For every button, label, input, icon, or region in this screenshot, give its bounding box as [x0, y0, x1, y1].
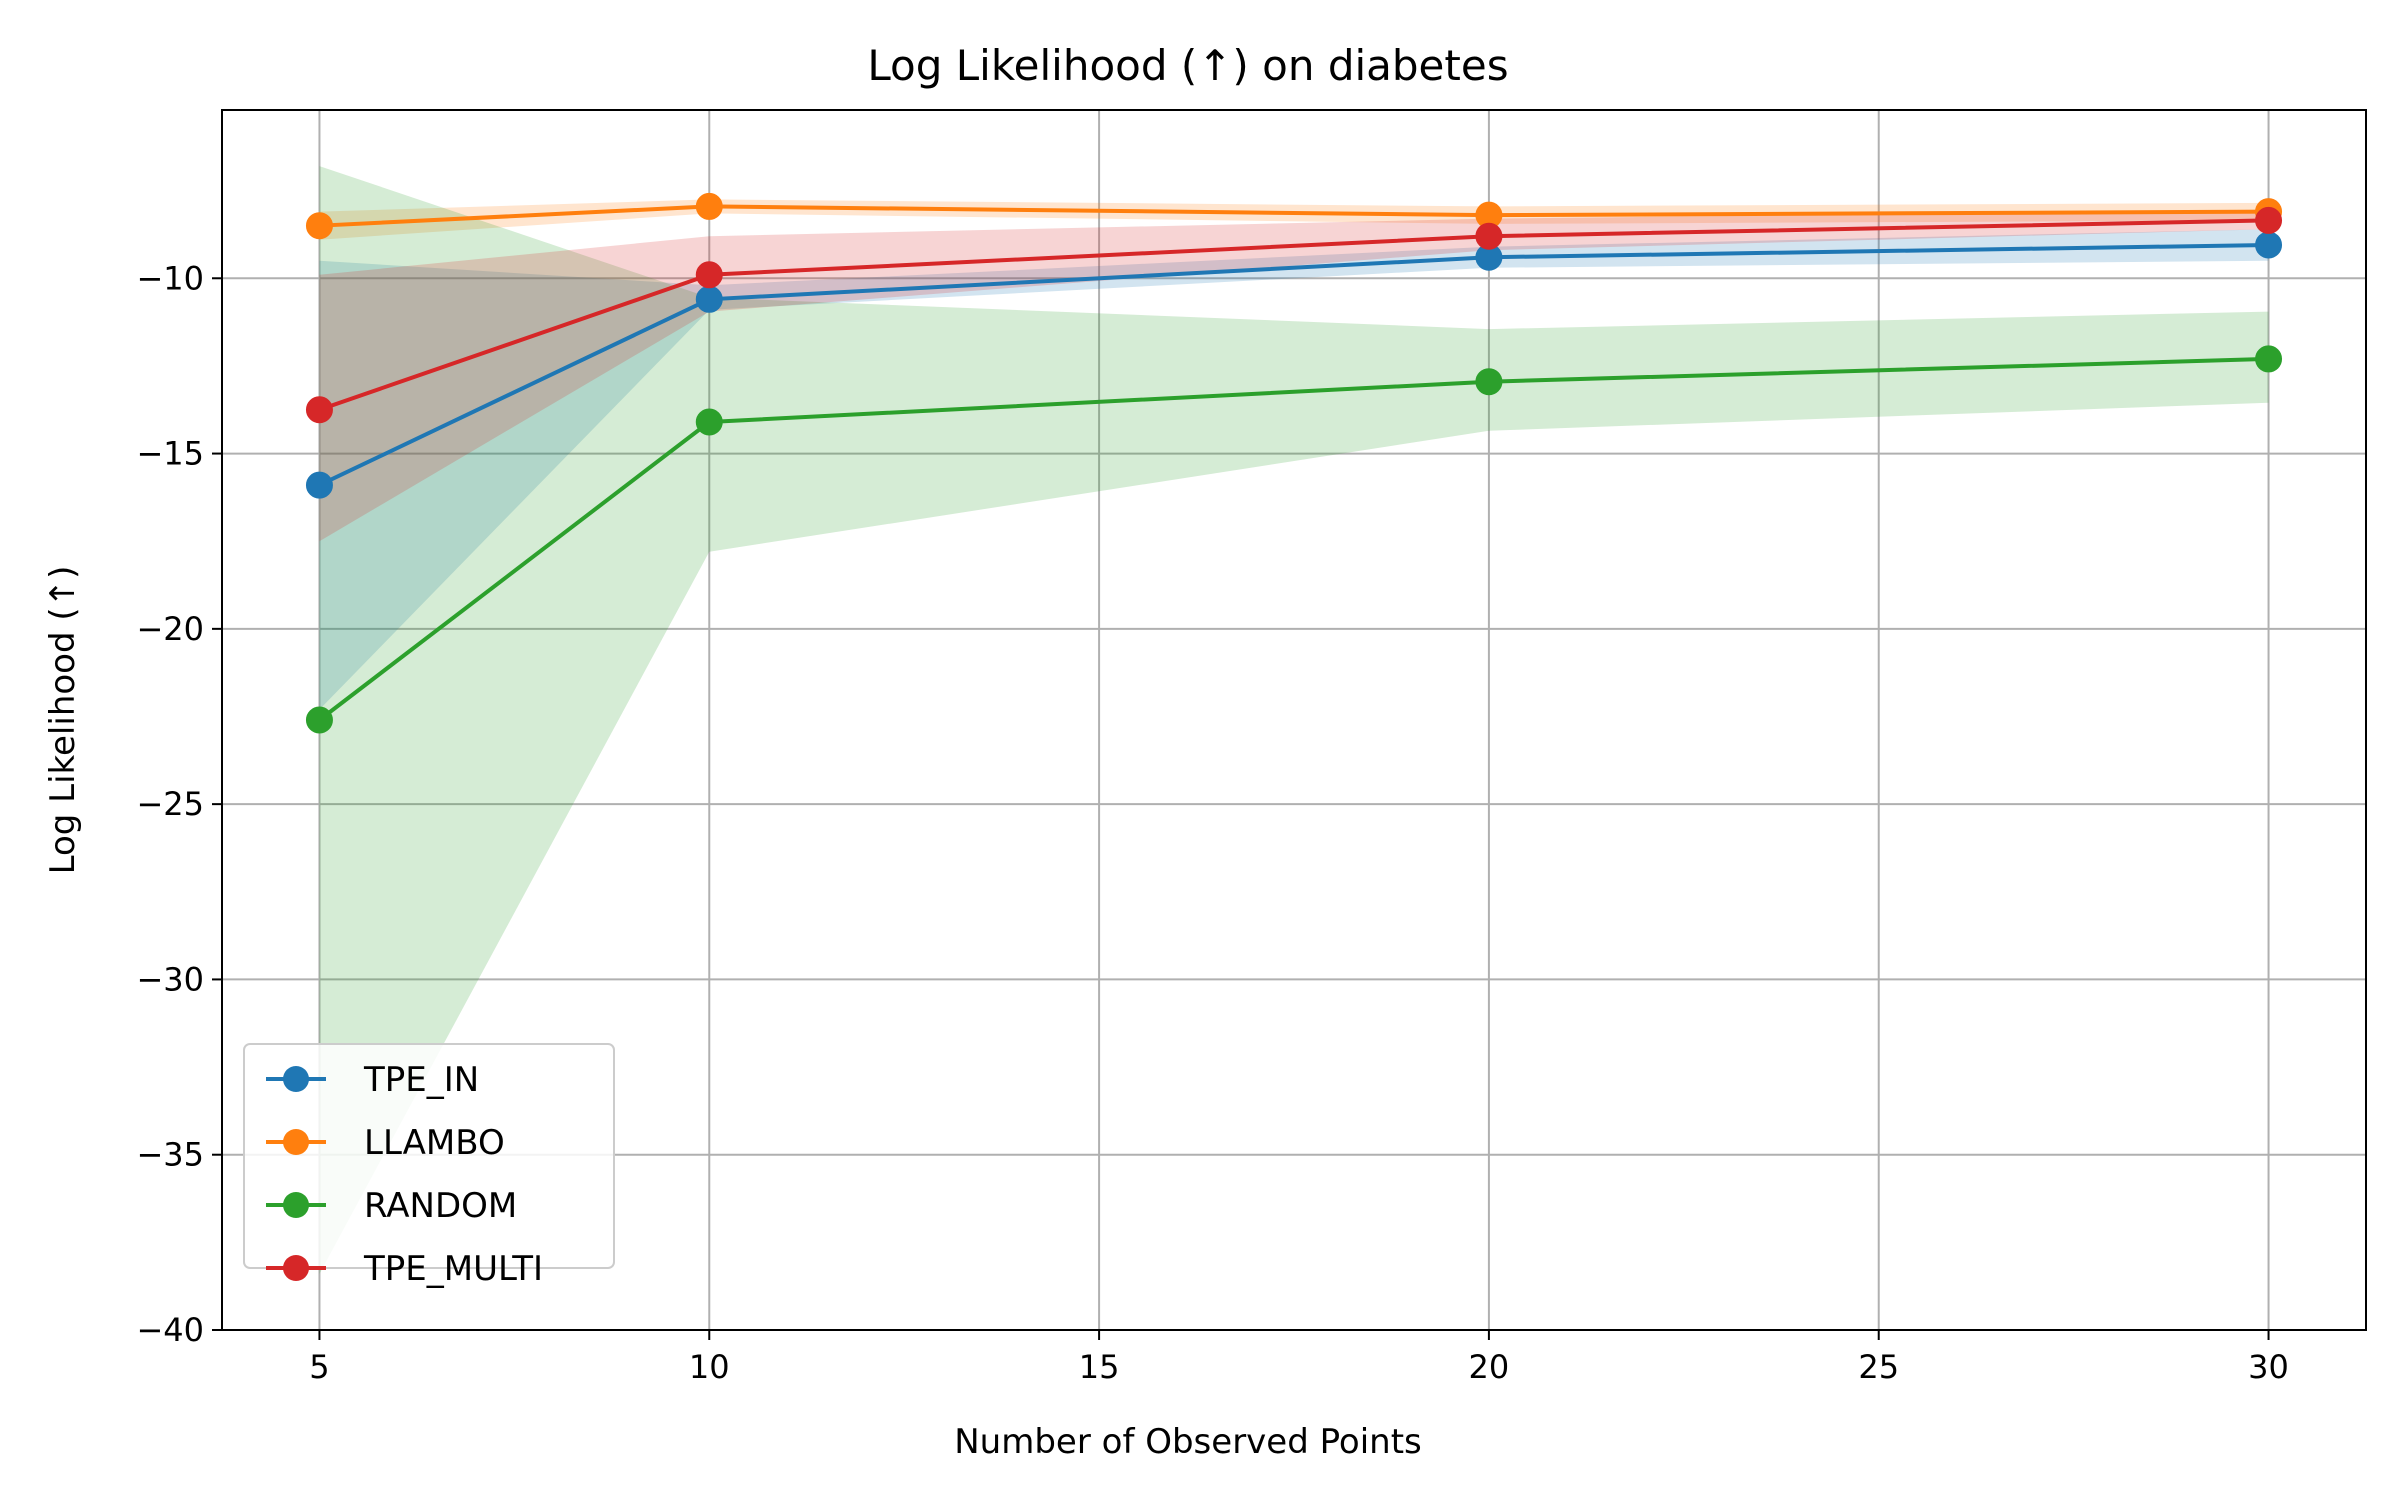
legend-label: TPE_IN [363, 1060, 479, 1100]
series-line-random [317, 356, 2271, 722]
legend-marker [283, 1192, 309, 1218]
y-axis-title: Log Likelihood (↑) [43, 566, 83, 875]
legend: TPE_IN LLAMBO RANDOM TPE_MULTI [243, 1043, 615, 1289]
series-line-tpe-in [317, 242, 2271, 488]
x-tick-label: 20 [1469, 1348, 1510, 1386]
legend-item-tpe-in: TPE_IN [266, 1060, 479, 1100]
series-line-llambo [317, 204, 2271, 228]
x-tick-label: 10 [689, 1348, 730, 1386]
chart-title: Log Likelihood (↑) on diabetes [867, 41, 1508, 90]
legend-marker [283, 1066, 309, 1092]
legend-label: LLAMBO [364, 1123, 505, 1163]
y-tick-label: −30 [136, 960, 204, 998]
x-axis-title: Number of Observed Points [954, 1422, 1421, 1462]
legend-marker [283, 1129, 309, 1155]
series-line-tpe-multi [317, 218, 2271, 412]
x-tick-label: 15 [1079, 1348, 1120, 1386]
y-tick-label: −10 [136, 259, 204, 297]
data-point-tpe-in [695, 285, 723, 313]
axis-ticks: 5 10 15 20 25 30 −40 −35 −30 −25 −20 −15 −10 [136, 259, 2288, 1386]
data-point-random [1475, 368, 1503, 396]
confidence-band-tpe-in [319, 229, 2269, 710]
legend-item-random: RANDOM [266, 1186, 517, 1226]
data-point-llambo [695, 192, 723, 220]
confidence-band-random [319, 166, 2269, 1274]
x-tick-label: 30 [2248, 1348, 2289, 1386]
series-markers [305, 192, 2283, 734]
data-point-tpe-multi [1475, 222, 1503, 250]
legend-box [243, 1043, 615, 1269]
y-tick-label: −25 [136, 785, 204, 823]
data-point-tpe-multi [305, 396, 333, 424]
x-tick-label: 5 [309, 1348, 329, 1386]
legend-item-llambo: LLAMBO [266, 1123, 505, 1163]
data-point-random [695, 408, 723, 436]
y-tick-label: −20 [136, 610, 204, 648]
data-point-tpe-multi [695, 261, 723, 289]
data-point-tpe-in [305, 471, 333, 499]
data-point-random [305, 706, 333, 734]
y-tick-label: −15 [136, 435, 204, 473]
data-point-random [2255, 345, 2283, 373]
data-point-llambo [305, 212, 333, 240]
legend-label: TPE_MULTI [363, 1249, 543, 1289]
legend-label: RANDOM [364, 1186, 517, 1226]
data-point-tpe-in [2255, 231, 2283, 259]
y-tick-label: −40 [136, 1311, 204, 1349]
data-point-tpe-multi [2255, 206, 2283, 234]
legend-item-tpe-multi: TPE_MULTI [266, 1249, 543, 1289]
series-lines [317, 204, 2271, 722]
plot-frame [221, 109, 2367, 1331]
legend-marker [283, 1255, 309, 1281]
x-tick-label: 25 [1858, 1348, 1899, 1386]
y-tick-label: −35 [136, 1136, 204, 1174]
